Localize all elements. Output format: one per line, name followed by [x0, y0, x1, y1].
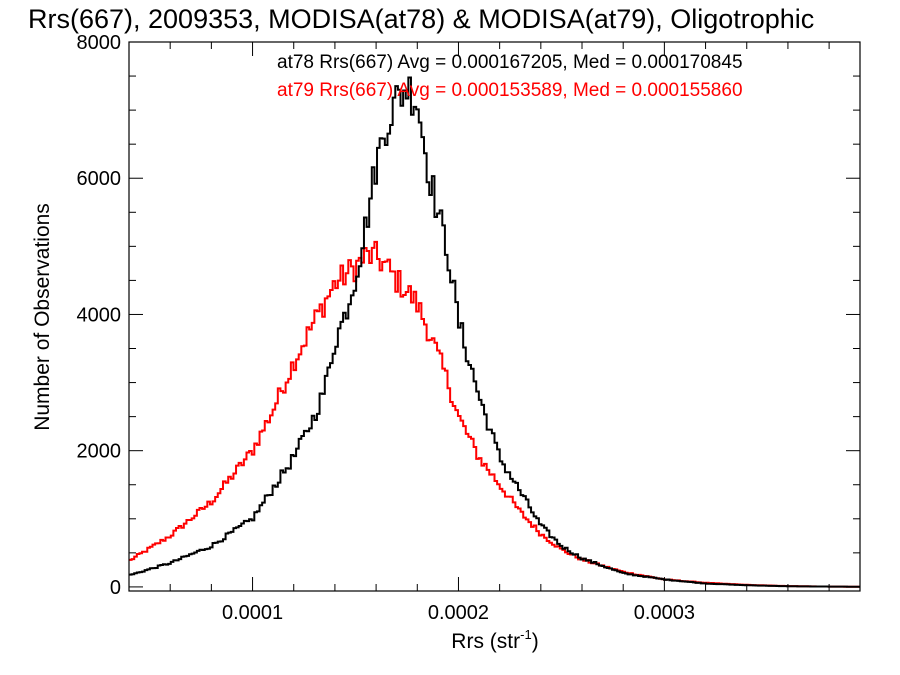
x-axis-title: Rrs (str-1)	[451, 627, 538, 653]
y-tick-label: 6000	[77, 168, 122, 190]
plot-area	[129, 76, 860, 588]
chart-title: Rrs(667), 2009353, MODISA(at78) & MODISA…	[28, 4, 814, 34]
series-at78-line	[129, 76, 860, 588]
y-tick-label: 4000	[77, 304, 122, 326]
y-tick-label: 8000	[77, 32, 122, 54]
y-tick-label: 0	[110, 577, 121, 599]
x-axis-title-suffix: )	[532, 630, 539, 653]
y-tick-label: 2000	[77, 441, 122, 463]
series-at79-line	[129, 240, 860, 588]
plot-frame	[128, 41, 861, 592]
x-axis-title-main: Rrs (str	[451, 630, 520, 653]
axes: 0 2000 4000 6000 8000 0.0001 0.0002 0.0003	[77, 32, 861, 624]
y-axis-title: Number of Observations	[31, 203, 54, 431]
x-tick-label: 0.0002	[428, 602, 489, 624]
legend-at79: at79 Rrs(667) Avg = 0.000153589, Med = 0…	[277, 80, 743, 101]
x-axis-title-exponent: -1	[520, 627, 532, 642]
legend-at78: at78 Rrs(667) Avg = 0.000167205, Med = 0…	[277, 52, 743, 73]
x-tick-label: 0.0001	[222, 602, 283, 624]
x-tick-label: 0.0003	[634, 602, 695, 624]
